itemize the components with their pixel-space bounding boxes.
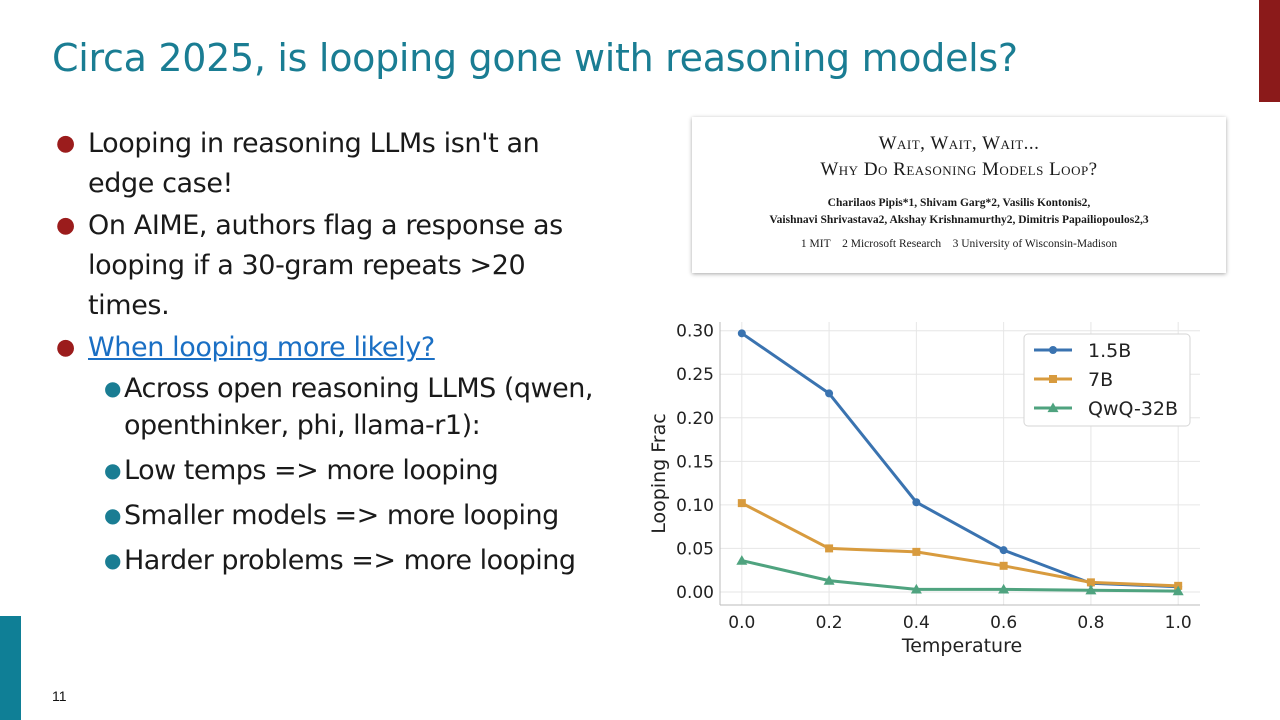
data-point-7b <box>737 499 746 508</box>
paper-affiliation: 3 University of Wisconsin-Madison <box>952 238 1118 250</box>
slide-title: Circa 2025, is looping gone with reasoni… <box>52 36 1018 80</box>
accent-bar-teal <box>0 616 21 720</box>
sub-bullet-text: Across open reasoning LLMS (qwen, openth… <box>124 373 593 441</box>
sub-bullet-dot: ● <box>104 458 121 482</box>
bullet-dot: ● <box>56 335 75 360</box>
data-point-qwq-32b <box>1172 585 1184 596</box>
chart-legend <box>1023 333 1191 427</box>
series-line-qwq-32b <box>741 559 1179 593</box>
y-tick-label: 0.05 <box>676 539 714 559</box>
sub-bullet-dot: ● <box>104 376 121 400</box>
paper-authors-line2: Vaishnavi Shrivastava2, Akshay Krishnamu… <box>769 214 1149 226</box>
x-tick-label: 0.6 <box>990 613 1017 633</box>
sub-bullet-dot: ● <box>104 503 121 527</box>
looping-chart-svg: 0.0 0.2 0.4 0.6 0.8 1.0 0.00 0.05 0.10 0.15 0.20 0.… <box>648 322 1200 657</box>
sub-bullet-item: ● Smaller models => more looping <box>56 497 596 534</box>
data-point-7b <box>825 544 834 553</box>
y-tick-label: 0.15 <box>676 452 714 472</box>
data-point-qwq-32b <box>910 583 922 594</box>
legend-swatch-marker <box>1049 346 1057 354</box>
bullet-dot: ● <box>56 213 75 238</box>
x-axis-label: Temperature <box>901 635 1022 657</box>
data-point-1.5b <box>737 329 746 338</box>
data-point-qwq-32b <box>823 575 835 585</box>
data-point-1.5b <box>825 389 834 398</box>
legend-label: QwQ-32B <box>1088 398 1178 420</box>
data-point-1.5b <box>912 498 921 507</box>
legend-swatch-marker <box>1049 375 1057 383</box>
paper-authors-line1: Charilaos Pipis*1, Shivam Garg*2, Vasili… <box>827 197 1091 209</box>
sub-bullet-text: Harder problems => more looping <box>124 545 576 576</box>
bullet-dot: ● <box>56 131 75 156</box>
paper-affiliation: 2 Microsoft Research <box>842 238 942 250</box>
y-tick-label: 0.00 <box>676 583 714 603</box>
x-tick-label: 0.4 <box>903 613 930 633</box>
x-tick-label: 1.0 <box>1165 613 1192 633</box>
y-tick-label: 0.20 <box>676 409 714 429</box>
bullet-list: ● Looping in reasoning LLMs isn't an edg… <box>56 124 596 587</box>
data-point-7b <box>999 561 1008 570</box>
legend-label: 1.5B <box>1088 340 1131 362</box>
sub-bullet-item: ● Low temps => more looping <box>56 452 596 489</box>
paper-affiliation: 1 MIT <box>800 238 831 250</box>
bullet-text: On AIME, authors flag a response as loop… <box>88 210 563 321</box>
sub-bullet-item: ● Across open reasoning LLMS (qwen, open… <box>56 370 596 444</box>
y-tick-label: 0.30 <box>676 322 714 342</box>
y-tick-label: 0.10 <box>676 496 714 516</box>
x-tick-label: 0.8 <box>1077 613 1104 633</box>
data-point-qwq-32b <box>736 555 748 565</box>
y-tick-label: 0.25 <box>676 365 714 385</box>
looping-chart: 0.0 0.2 0.4 0.6 0.8 1.0 0.00 0.05 0.10 0.15 0.20 0.… <box>640 312 1220 662</box>
slide-number: 11 <box>52 688 67 704</box>
data-point-7b <box>1086 578 1095 587</box>
bullet-item: ● When looping more likely? <box>56 328 596 368</box>
paper-authors: Charilaos Pipis*1, Shivam Garg*2, Vasili… <box>692 195 1226 229</box>
data-point-qwq-32b <box>1085 584 1097 595</box>
sub-bullet-item: ● Harder problems => more looping <box>56 542 596 579</box>
sub-bullet-list: ● Across open reasoning LLMS (qwen, open… <box>56 370 596 579</box>
data-point-qwq-32b <box>998 583 1010 594</box>
bullet-item: ● Looping in reasoning LLMs isn't an edg… <box>56 124 596 204</box>
paper-title: Wait, Wait, Wait... Why Do Reasoning Mod… <box>692 131 1226 183</box>
data-point-1.5b <box>999 546 1008 555</box>
x-tick-label: 0.2 <box>816 613 843 633</box>
accent-bar-red <box>1259 0 1280 102</box>
data-point-7b <box>912 547 921 556</box>
x-tick-label: 0.0 <box>728 613 755 633</box>
y-axis-label: Looping Frac <box>648 413 670 533</box>
series-line-7b <box>741 501 1179 588</box>
paper-header-image: Wait, Wait, Wait... Why Do Reasoning Mod… <box>692 117 1226 273</box>
bullet-link[interactable]: When looping more likely? <box>88 332 435 363</box>
paper-affiliations: 1 MIT 2 Microsoft Research 3 University … <box>692 238 1226 250</box>
sub-bullet-dot: ● <box>104 548 121 572</box>
bullet-item: ● On AIME, authors flag a response as lo… <box>56 206 596 326</box>
legend-swatch-marker <box>1047 402 1059 413</box>
paper-title-line1: Wait, Wait, Wait... <box>878 133 1040 154</box>
sub-bullet-text: Smaller models => more looping <box>124 500 559 531</box>
legend-label: 7B <box>1088 369 1113 391</box>
bullet-text: Looping in reasoning LLMs isn't an edge … <box>88 128 540 199</box>
paper-title-line2: Why Do Reasoning Models Loop? <box>820 159 1098 180</box>
sub-bullet-text: Low temps => more looping <box>124 455 499 486</box>
